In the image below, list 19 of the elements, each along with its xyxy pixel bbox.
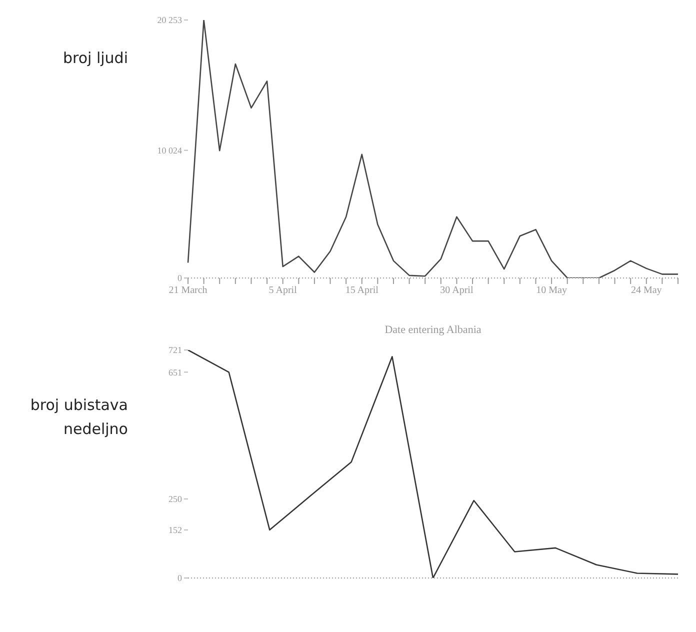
y-tick-label: 721 (168, 345, 182, 356)
y-axis-title: broj ljudi (62, 48, 128, 69)
y-tick-label: 651 (168, 367, 182, 378)
category-label: 30 April (440, 285, 474, 296)
category-label: 5 April (268, 285, 297, 296)
category-label: 10 May (536, 285, 567, 296)
category-label: 15 April (345, 285, 378, 296)
category-label: 24 May (630, 285, 662, 296)
category-label: 21 March (168, 285, 208, 296)
x-axis-title: Date entering Albania (384, 324, 482, 336)
line-series (187, 350, 679, 578)
line-series (187, 20, 679, 278)
y-tick-label: 0 (178, 573, 182, 584)
y-tick-label: 0 (178, 273, 182, 284)
y-tick-label: 20 253 (157, 15, 182, 26)
y-tick-label: 10 024 (157, 146, 182, 156)
y-tick-label: 250 (168, 494, 182, 504)
y-tick-label: 152 (168, 525, 182, 536)
y-axis-title: broj ubistava nedeljno (29, 395, 128, 440)
